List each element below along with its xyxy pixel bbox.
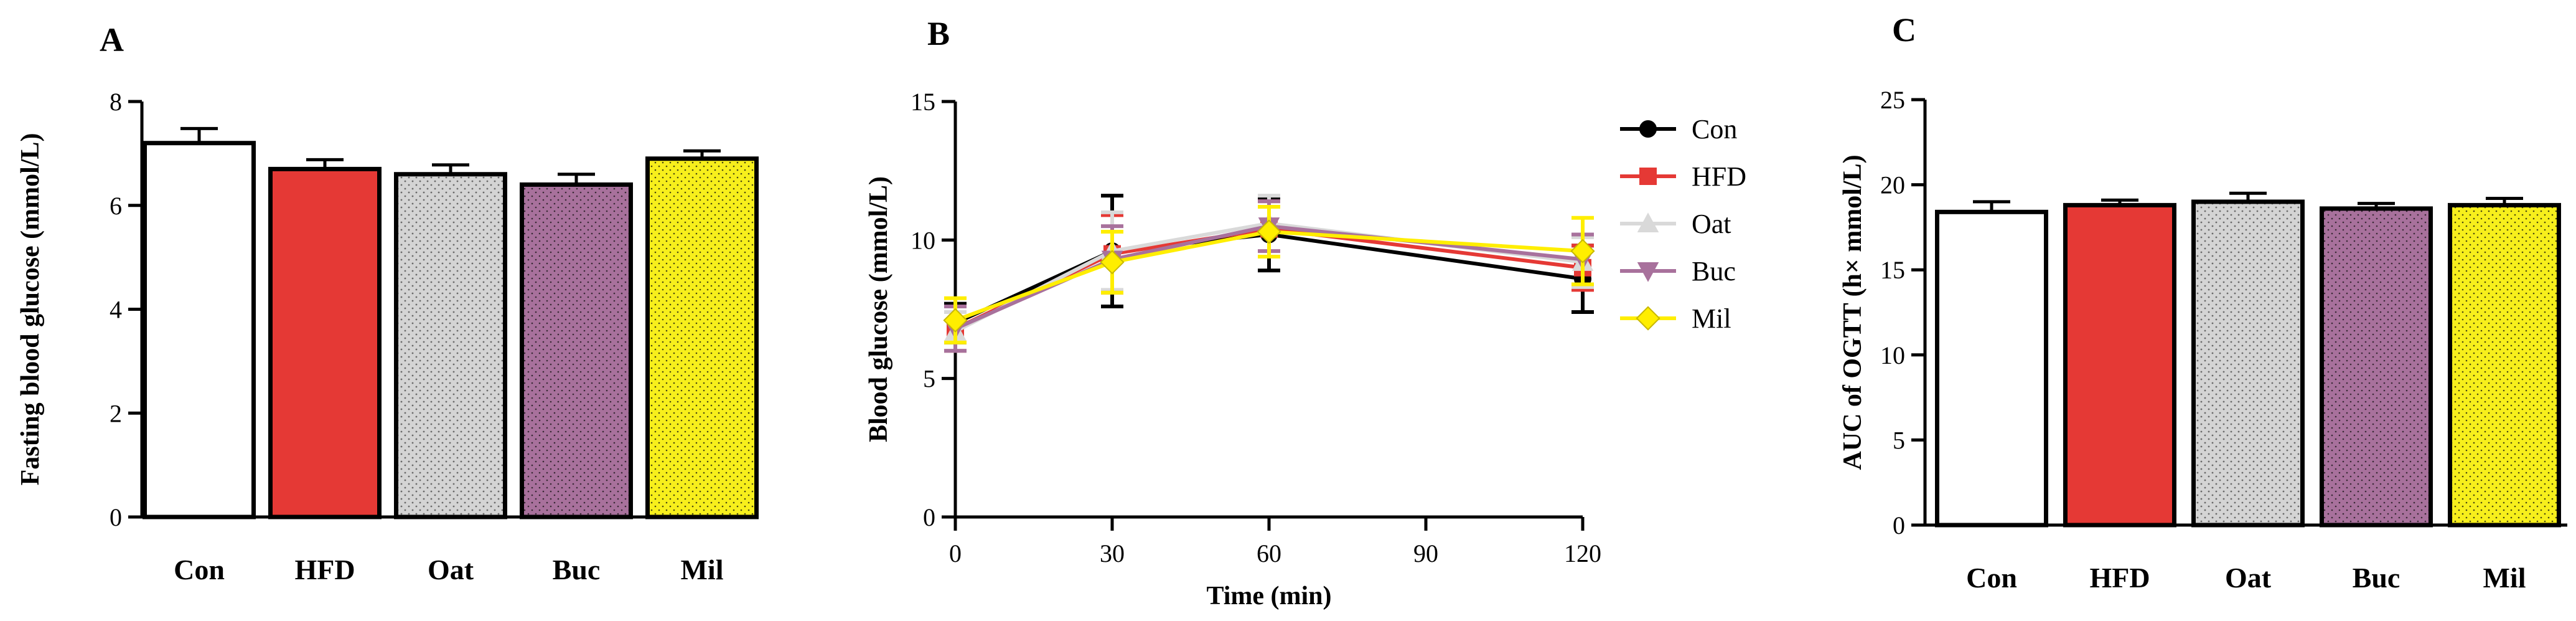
legend-item-oat: Oat bbox=[1620, 209, 1731, 239]
x-category-label: HFD bbox=[2089, 562, 2150, 594]
y-tick-label: 15 bbox=[911, 88, 935, 116]
y-tick-label: 5 bbox=[1893, 426, 1905, 454]
legend-marker bbox=[1639, 168, 1657, 185]
panel-label: C bbox=[1892, 11, 1916, 49]
x-category-label: Con bbox=[174, 554, 225, 585]
x-category-label: Mil bbox=[2483, 562, 2526, 594]
panel-c-bar-chart: C 0 5 10 15 20 25 Con HFD Oat Buc Mil AUC of OGTT (h… bbox=[1838, 11, 2567, 594]
bar-oat bbox=[2191, 199, 2305, 528]
series-line bbox=[954, 229, 1583, 323]
y-tick-label: 2 bbox=[110, 399, 122, 427]
x-category-label: Oat bbox=[2225, 562, 2272, 594]
x-category-label: Buc bbox=[553, 554, 601, 585]
legend-label: Oat bbox=[1692, 209, 1731, 239]
y-tick-label: 0 bbox=[110, 503, 122, 531]
data-point bbox=[1100, 250, 1125, 275]
legend-item-con: Con bbox=[1620, 114, 1737, 145]
legend-label: Con bbox=[1692, 114, 1737, 145]
y-axis-title: AUC of OGTT (h× mmol/L) bbox=[1838, 154, 1867, 470]
x-axis-title: Time (min) bbox=[1206, 582, 1331, 610]
y-tick-label: 0 bbox=[923, 503, 935, 531]
bar-buc bbox=[520, 182, 633, 519]
x-tick-label: 120 bbox=[1564, 539, 1601, 567]
y-tick-label: 10 bbox=[911, 226, 935, 254]
y-tick-label: 10 bbox=[1880, 341, 1905, 369]
bar-mil bbox=[2448, 202, 2561, 528]
legend-label: HFD bbox=[1692, 161, 1746, 192]
bar-hfd bbox=[2063, 202, 2176, 528]
bar-con bbox=[1935, 209, 2048, 528]
panel-label: B bbox=[927, 15, 950, 52]
x-tick-label: 90 bbox=[1413, 539, 1438, 567]
y-tick-label: 0 bbox=[1893, 511, 1905, 539]
legend-label: Buc bbox=[1692, 256, 1736, 287]
x-tick-label: 0 bbox=[949, 539, 962, 567]
y-axis-title: Fasting blood glucose (mmol/L) bbox=[16, 133, 45, 486]
x-category-label: Mil bbox=[681, 554, 724, 585]
legend-item-buc: Buc bbox=[1620, 256, 1736, 287]
bar-hfd bbox=[268, 166, 382, 519]
panel-b-line-chart: B 0 5 10 15 0 30 60 90 120 Con HFD Oat Buc Mil Time (mi… bbox=[864, 15, 1746, 610]
y-tick-label: 6 bbox=[110, 192, 122, 220]
bar-oat bbox=[394, 172, 507, 519]
series-mil bbox=[943, 204, 1595, 344]
legend-marker bbox=[1639, 120, 1657, 138]
x-tick-label: 60 bbox=[1257, 539, 1281, 567]
panel-label: A bbox=[100, 21, 124, 59]
x-category-label: Oat bbox=[428, 554, 474, 585]
bar-con bbox=[143, 141, 256, 519]
legend-marker bbox=[1637, 262, 1659, 282]
bar-buc bbox=[2320, 206, 2433, 528]
data-point bbox=[943, 308, 968, 333]
bar-mil bbox=[645, 156, 759, 519]
y-tick-label: 25 bbox=[1880, 86, 1905, 114]
x-tick-label: 30 bbox=[1100, 539, 1125, 567]
data-point bbox=[1257, 219, 1281, 244]
y-tick-label: 15 bbox=[1880, 256, 1905, 284]
y-axis-title: Blood glucose (mmol/L) bbox=[864, 176, 893, 442]
x-category-label: HFD bbox=[294, 554, 355, 585]
legend-item-mil: Mil bbox=[1620, 303, 1731, 334]
legend-label: Mil bbox=[1692, 303, 1731, 334]
legend-item-hfd: HFD bbox=[1620, 161, 1746, 192]
y-tick-label: 20 bbox=[1880, 171, 1905, 199]
panel-a-bar-chart: A 0 2 4 6 8 Con HFD Oat Buc Mil Fasting blood gluco… bbox=[16, 21, 759, 585]
data-point bbox=[1570, 239, 1595, 263]
y-tick-label: 8 bbox=[110, 88, 122, 116]
y-tick-label: 5 bbox=[923, 365, 935, 393]
legend-marker bbox=[1636, 306, 1660, 331]
x-category-label: Buc bbox=[2353, 562, 2400, 594]
legend-marker bbox=[1637, 212, 1659, 232]
x-category-label: Con bbox=[1966, 562, 2017, 594]
y-tick-label: 4 bbox=[110, 296, 122, 324]
